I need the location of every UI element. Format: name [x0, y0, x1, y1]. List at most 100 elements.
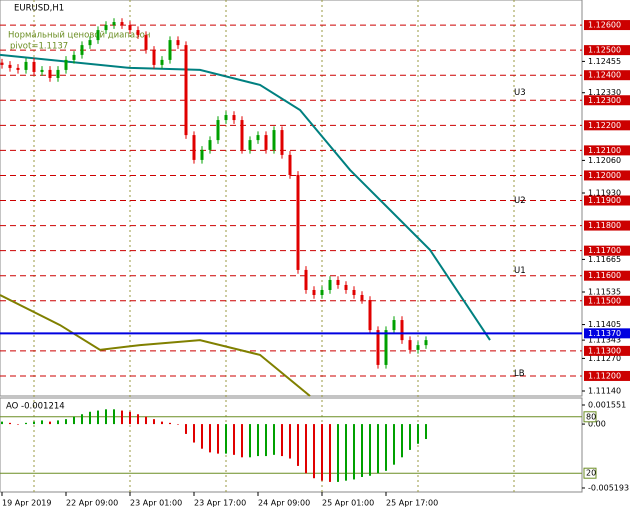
- level-label: 1.12300: [588, 96, 621, 105]
- level-label: 1.12500: [588, 46, 621, 55]
- level-label-box: [584, 245, 630, 256]
- level-label-box: [584, 170, 630, 181]
- y-tick-label: 1.11343: [588, 336, 621, 345]
- ao-bar: [353, 424, 355, 480]
- ao-bar: [161, 421, 163, 425]
- y-tick-label: 1.11270: [588, 354, 621, 363]
- candle-body: [272, 130, 276, 150]
- level-label-box: [584, 20, 630, 31]
- ao-bar: [249, 424, 251, 458]
- ao-bar: [385, 424, 387, 471]
- level-label: 1.11700: [588, 246, 621, 255]
- candle-body: [384, 330, 388, 365]
- candle-body: [96, 30, 100, 41]
- x-tick-label: 24 Apr 09:00: [258, 499, 310, 508]
- level-label-box: [584, 95, 630, 106]
- level-label: 1.12100: [588, 146, 621, 155]
- candle-body: [336, 279, 340, 285]
- candle-body: [168, 40, 172, 60]
- indicator-tick-label: 0.001551: [588, 401, 626, 410]
- ao-bar: [409, 424, 411, 450]
- candle-body: [80, 45, 84, 55]
- ao-bar: [57, 420, 59, 425]
- ao-bar: [337, 424, 339, 482]
- ao-bar: [289, 424, 291, 459]
- level-label-box: [584, 220, 630, 231]
- level-label-box: [584, 195, 630, 206]
- ao-bar: [425, 424, 427, 440]
- y-tick-label: 1.11405: [588, 320, 621, 329]
- candle-body: [120, 22, 124, 26]
- candle-body: [232, 115, 236, 121]
- candle-body: [248, 140, 252, 150]
- ao-bar: [177, 424, 179, 425]
- pivot-label-box: [584, 328, 630, 339]
- candle-body: [360, 294, 364, 301]
- ao-bar: [225, 424, 227, 454]
- candle-body: [312, 289, 316, 295]
- candle-body: [48, 69, 52, 78]
- candle-body: [32, 61, 36, 72]
- candle-body: [416, 345, 420, 350]
- candle-body: [304, 269, 308, 290]
- candle-body: [368, 300, 372, 331]
- candle-body: [352, 289, 356, 295]
- band-label: LB: [514, 369, 525, 379]
- candle-body: [320, 289, 324, 295]
- ao-bar: [1, 421, 3, 425]
- ao-bar: [113, 409, 115, 425]
- band-label: U2: [514, 196, 526, 206]
- ao-bar: [89, 411, 91, 425]
- ao-bar: [321, 424, 323, 481]
- candle-body: [64, 59, 68, 70]
- y-tick-label: 1.11665: [588, 255, 621, 264]
- ao-bar: [209, 424, 211, 453]
- ao-bar: [49, 421, 51, 425]
- candle-body: [128, 25, 132, 31]
- ao-bar: [153, 419, 155, 425]
- candle-body: [184, 45, 188, 136]
- level-label: 1.12400: [588, 71, 621, 80]
- y-tick-label: 1.11140: [588, 386, 621, 395]
- x-tick-label: 23 Apr 01:00: [130, 499, 182, 508]
- level-label: 1.12000: [588, 171, 621, 180]
- candle-body: [208, 140, 212, 150]
- level-label-box: [584, 370, 630, 381]
- level-label: 1.11600: [588, 271, 621, 280]
- level-label: 1.11200: [588, 371, 621, 380]
- candle-body: [240, 120, 244, 150]
- ao-bar: [121, 410, 123, 425]
- candle-body: [200, 149, 204, 160]
- candle-body: [112, 22, 116, 26]
- ao-bar: [329, 424, 331, 482]
- level-label: 1.12200: [588, 121, 621, 130]
- x-tick-label: 23 Apr 17:00: [194, 499, 246, 508]
- indicator-line: [0, 53, 491, 341]
- level-label: 1.11800: [588, 221, 621, 230]
- candle-body: [104, 25, 108, 31]
- ao-bar: [401, 424, 403, 458]
- ao-bar: [81, 414, 83, 425]
- candle-body: [328, 279, 332, 290]
- ao-bar: [377, 424, 379, 474]
- candle-body: [400, 320, 404, 341]
- level-label-box: [584, 270, 630, 281]
- level-label-box: [584, 345, 630, 356]
- level-label: 1.11300: [588, 346, 621, 355]
- candle-body: [56, 69, 60, 78]
- ao-bar: [305, 424, 307, 474]
- candle-body: [376, 330, 380, 365]
- subtitle: Нормальный ценовой диапазон: [8, 31, 150, 41]
- level-label: 1.11500: [588, 296, 621, 305]
- candle-body: [408, 340, 412, 350]
- indicator-level-box: [583, 411, 597, 423]
- ao-bar: [73, 416, 75, 425]
- candle-body: [280, 130, 284, 155]
- ao-bar: [233, 424, 235, 455]
- candle-body: [392, 320, 396, 331]
- ao-bar: [369, 424, 371, 476]
- ao-bar: [281, 424, 283, 457]
- x-tick-label: 22 Apr 09:00: [66, 499, 118, 508]
- candle-body: [16, 67, 20, 70]
